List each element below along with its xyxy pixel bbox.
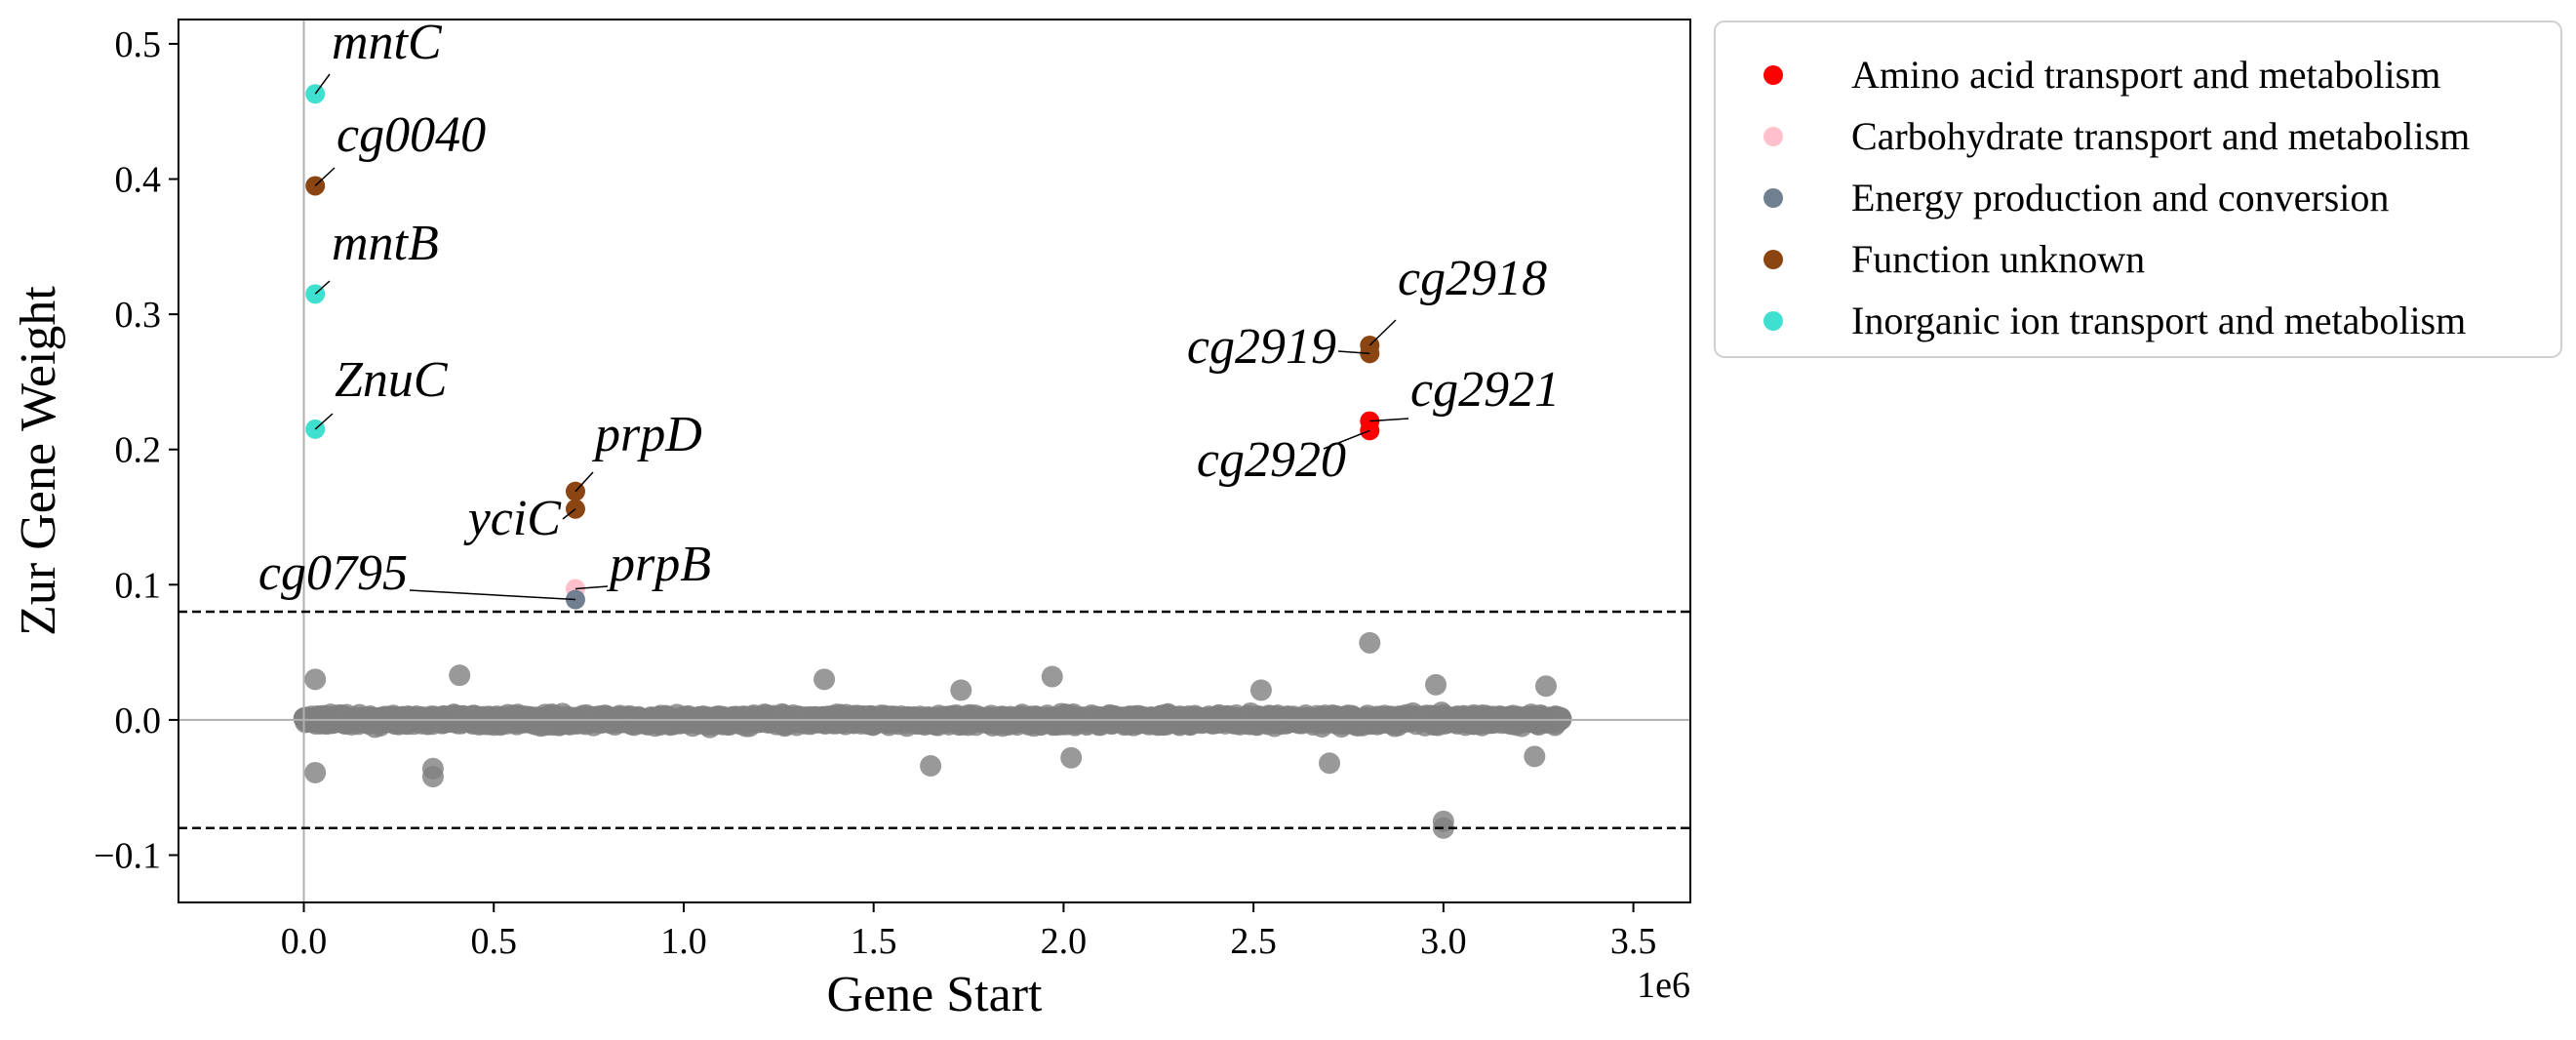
legend-label: Energy production and conversion	[1851, 176, 2389, 220]
annotation-leader-prpb	[575, 585, 609, 590]
background-point	[1359, 631, 1381, 654]
background-point	[304, 668, 327, 691]
legend-marker	[1764, 311, 1783, 331]
gene-label-prpd: prpD	[591, 407, 702, 462]
gene-label-mntb: mntB	[332, 216, 439, 271]
x-tick-label: 2.5	[1230, 921, 1277, 962]
x-offset-label: 1e6	[1637, 965, 1690, 1006]
annotation-leader-ycic	[562, 508, 576, 520]
x-tick-label: 0.5	[470, 921, 517, 962]
legend-marker	[1764, 250, 1783, 269]
gene-label-cg2919: cg2919	[1187, 319, 1336, 375]
background-point	[1060, 746, 1083, 769]
background-point	[813, 668, 836, 691]
plot-frame	[178, 19, 1691, 903]
y-tick-label: 0.3	[115, 295, 162, 336]
x-tick-label: 3.0	[1420, 921, 1467, 962]
gene-label-cg2918: cg2918	[1398, 251, 1547, 306]
y-axis-title: Zur Gene Weight	[11, 286, 66, 636]
annotation-leader-mntb	[314, 280, 331, 295]
y-tick-label: 0.2	[115, 430, 162, 471]
annotation-leader-cg2919	[1337, 350, 1370, 355]
legend-label: Amino acid transport and metabolism	[1851, 53, 2440, 97]
y-tick-label: 0.0	[115, 700, 162, 741]
y-tick-label: −0.1	[94, 835, 161, 876]
gene-label-cg0795: cg0795	[258, 545, 408, 601]
gene-label-cg2920: cg2920	[1197, 432, 1346, 488]
y-tick-label: 0.1	[115, 565, 162, 606]
background-point	[1041, 665, 1063, 688]
legend-label: Carbohydrate transport and metabolism	[1851, 114, 2470, 158]
gene-label-prpb: prpB	[606, 537, 711, 592]
background-point	[421, 766, 444, 788]
legend: Amino acid transport and metabolism Carbo…	[1714, 20, 2562, 358]
legend-label: Function unknown	[1851, 237, 2145, 281]
annotation-leader-cg0040	[314, 167, 336, 187]
legend-marker	[1764, 65, 1783, 85]
background-point	[1535, 675, 1558, 698]
y-tick-label: 0.5	[115, 24, 162, 65]
annotation-leader-mntc	[314, 73, 331, 95]
annotation-leader-znuc	[314, 413, 334, 430]
background-points	[293, 631, 1572, 839]
legend-label: Inorganic ion transport and metabolism	[1851, 299, 2466, 342]
background-point	[950, 679, 972, 701]
legend-box	[1714, 20, 2562, 358]
gene-annotations: mntC cg0040 mntB ZnuC prpD yciC prpB cg0795 cg29…	[258, 15, 1560, 601]
annotation-leader-prpd	[575, 471, 594, 493]
y-tick-label: 0.4	[115, 160, 162, 201]
background-point	[1425, 673, 1447, 696]
x-tick-label: 1.0	[660, 921, 707, 962]
background-point	[1249, 679, 1272, 701]
background-point	[449, 664, 471, 687]
gene-label-ycic: yciC	[463, 491, 563, 546]
annotation-leader-cg2920	[1323, 429, 1370, 450]
x-tick-label: 0.0	[281, 921, 328, 962]
background-point	[1524, 745, 1546, 768]
x-tick-label: 1.5	[851, 921, 897, 962]
x-axis-title: Gene Start	[827, 967, 1043, 1022]
axes: 0.0 0.5 1.0 1.5 2.0 2.5 3.0 3.5 −0.1 0.0 0.1 0.2 0.3…	[11, 19, 1691, 1022]
background-point	[920, 755, 942, 778]
background-point	[304, 761, 327, 783]
gene-label-mntc: mntC	[332, 15, 443, 70]
legend-marker	[1764, 127, 1783, 146]
legend-marker	[1764, 188, 1783, 208]
annotation-leader-cg2921	[1369, 418, 1409, 422]
annotation-leader-cg0795	[409, 589, 576, 601]
x-tick-label: 3.5	[1610, 921, 1657, 962]
background-point	[1319, 752, 1341, 775]
x-tick-label: 2.0	[1041, 921, 1088, 962]
gene-label-znuc: ZnuC	[335, 352, 449, 408]
gene-label-cg2921: cg2921	[1410, 362, 1560, 418]
reference-lines	[178, 20, 1690, 902]
gene-label-cg0040: cg0040	[337, 107, 486, 163]
annotation-leader-cg2918	[1368, 319, 1397, 346]
